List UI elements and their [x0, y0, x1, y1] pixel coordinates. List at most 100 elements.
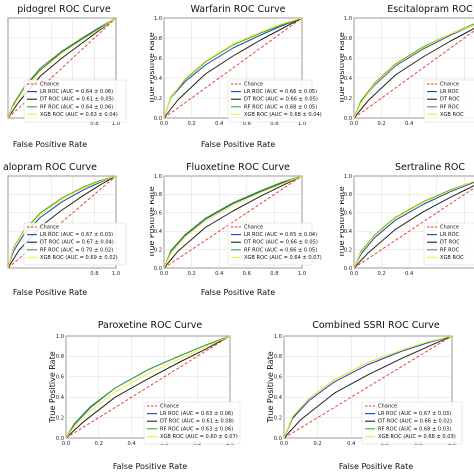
chart-title: Combined SSRI ROC Curve	[312, 320, 440, 331]
x-axis-label: False Positive Rate	[13, 288, 87, 297]
x-tick-label: 0.0	[160, 121, 168, 127]
legend-entry: LR ROC (AUC = 0.67 ± 0.03)	[40, 232, 113, 238]
legend-box	[361, 401, 463, 445]
y-tick-label: 0.4	[344, 76, 353, 82]
legend-entry: LR ROC (AUC = 0.66 ± 0.05)	[244, 89, 317, 95]
x-tick-label: 0.0	[350, 271, 358, 277]
lr-roc-line	[353, 181, 474, 269]
y-tick-label: 1.0	[154, 174, 162, 180]
legend-entry: Chance	[160, 404, 179, 410]
rf-roc-line	[7, 17, 117, 119]
y-tick-label: 0.0	[154, 266, 162, 272]
x-tick-label: 0.4	[347, 441, 356, 447]
xgb-roc-line	[353, 181, 474, 269]
legend-box	[227, 79, 313, 123]
legend-entry: DT ROC	[440, 240, 460, 246]
chart-title: pidogrel ROC Curve	[17, 4, 111, 15]
y-tick-label: 0.6	[274, 375, 282, 381]
dt-roc-line	[163, 17, 303, 119]
legend-entry: RF ROC (AUC = 0.64 ± 0.06)	[40, 104, 113, 110]
roc-chart: 0.0 0.2 0.4 0.0 0.2 0.4 0.6 0.8 1.0 Escitalopram …	[340, 4, 474, 127]
y-tick-label: 0.8	[344, 36, 352, 42]
legend-entry: DT ROC (AUC = 0.61 ± 0.08)	[160, 419, 234, 425]
legend-entry: LR ROC (AUC = 0.64 ± 0.06)	[40, 89, 113, 95]
chance-roc-line	[353, 30, 474, 119]
grid	[353, 17, 474, 119]
roc-chart: 0.0 0.2 0.4 0.0 0.2 0.4 0.6 0.8 1.0 Sertraline RO…	[340, 162, 474, 277]
x-axis-label: False Positive Rate	[201, 288, 275, 297]
y-tick-label: 0.6	[344, 211, 352, 217]
xgb-roc-line	[163, 17, 303, 119]
chart-title: Sertraline ROC	[395, 162, 465, 173]
y-tick-label: 0.6	[344, 56, 352, 62]
y-tick-label: 0.2	[154, 96, 162, 102]
y-tick-label: 0.6	[56, 375, 64, 381]
legend-box	[423, 222, 474, 266]
x-tick-label: 1.0	[112, 121, 120, 127]
y-tick-label: 0.2	[56, 415, 64, 421]
y-tick-label: 0.2	[274, 415, 282, 421]
legend-box	[143, 401, 241, 445]
y-tick-label: 0.8	[344, 192, 352, 198]
y-tick-label: 0.8	[154, 192, 162, 198]
x-tick-label: 0.4	[405, 121, 414, 127]
x-tick-label: 0.2	[377, 121, 385, 127]
dt-roc-line	[163, 175, 303, 269]
fluoxetine-roc-panel: 0.0 0.2 0.4 0.6 0.8 1.0 0.0 0.2 0.4 0.6 0.8 1.0 Fluo…	[150, 158, 326, 298]
rf-roc-line	[353, 23, 474, 119]
x-axis-label: False Positive Rate	[13, 140, 87, 149]
chart-title: Warfarin ROC Curve	[190, 4, 285, 15]
y-tick-label: 1.0	[56, 334, 64, 340]
x-tick-label: 0.4	[215, 121, 224, 127]
y-tick-label: 0.0	[274, 436, 282, 442]
lr-roc-line	[7, 175, 117, 269]
y-tick-label: 1.0	[344, 174, 352, 180]
chart-title: Paroxetine ROC Curve	[98, 320, 203, 331]
x-axis-label: False Positive Rate	[339, 462, 413, 471]
xgb-roc-line	[7, 17, 117, 119]
y-tick-label: 1.0	[274, 334, 282, 340]
y-tick-label: 0.0	[344, 116, 352, 122]
x-axis-label: False Positive Rate	[113, 462, 187, 471]
legend-entry: RF ROC (AUC = 0.70 ± 0.02)	[40, 247, 113, 253]
legend-entry: Chance	[378, 404, 397, 410]
x-tick-label: 0.0	[160, 271, 168, 277]
x-tick-label: 0.6	[243, 271, 251, 277]
y-tick-label: 0.2	[154, 247, 162, 253]
citalopram-roc-panel: 0.8 1.0 alopram ROC Curve False Positive Ra…	[0, 158, 128, 298]
x-tick-label: 1.0	[298, 121, 306, 127]
lr-roc-line	[163, 175, 303, 269]
y-tick-label: 1.0	[344, 16, 352, 22]
legend-box	[23, 222, 127, 266]
y-tick-label: 0.2	[344, 96, 352, 102]
legend-entry: Chance	[244, 225, 263, 231]
legend-entry: XGB ROC (AUC = 0.69 ± 0.02)	[40, 255, 118, 261]
x-tick-label: 0.6	[243, 121, 251, 127]
clopidogrel-roc-panel: 0.8 1.0 pidogrel ROC Curve False Positive R…	[0, 0, 128, 155]
legend-entry: DT ROC (AUC = 0.67 ± 0.04)	[40, 240, 114, 246]
lr-roc-line	[7, 17, 117, 119]
legend-entry: LR ROC	[440, 232, 460, 238]
y-tick-label: 0.4	[344, 229, 353, 235]
y-tick-label: 0.2	[344, 247, 352, 253]
y-tick-label: 0.4	[274, 395, 283, 401]
x-tick-label: 0.0	[280, 441, 288, 447]
legend-entry: RF ROC (AUC = 0.68 ± 0.03)	[378, 426, 451, 432]
dt-roc-line	[353, 184, 474, 269]
rf-roc-line	[65, 335, 231, 439]
legend-entry: Chance	[440, 225, 459, 231]
chart-title: Fluoxetine ROC Curve	[186, 162, 290, 173]
y-axis-label: True Positive Rate	[48, 351, 57, 423]
legend-entry: LR ROC	[440, 89, 460, 95]
x-tick-label: 0.0	[350, 121, 358, 127]
legend-entry: LR ROC (AUC = 0.65 ± 0.04)	[244, 232, 317, 238]
roc-chart: 0.00.20.40.60.81.00.00.20.40.60.81.0Comb…	[266, 320, 463, 471]
paroxetine-roc-panel: 0.00.20.40.60.81.00.00.20.40.60.81.0Paro…	[44, 316, 252, 474]
lr-roc-line	[283, 335, 453, 439]
